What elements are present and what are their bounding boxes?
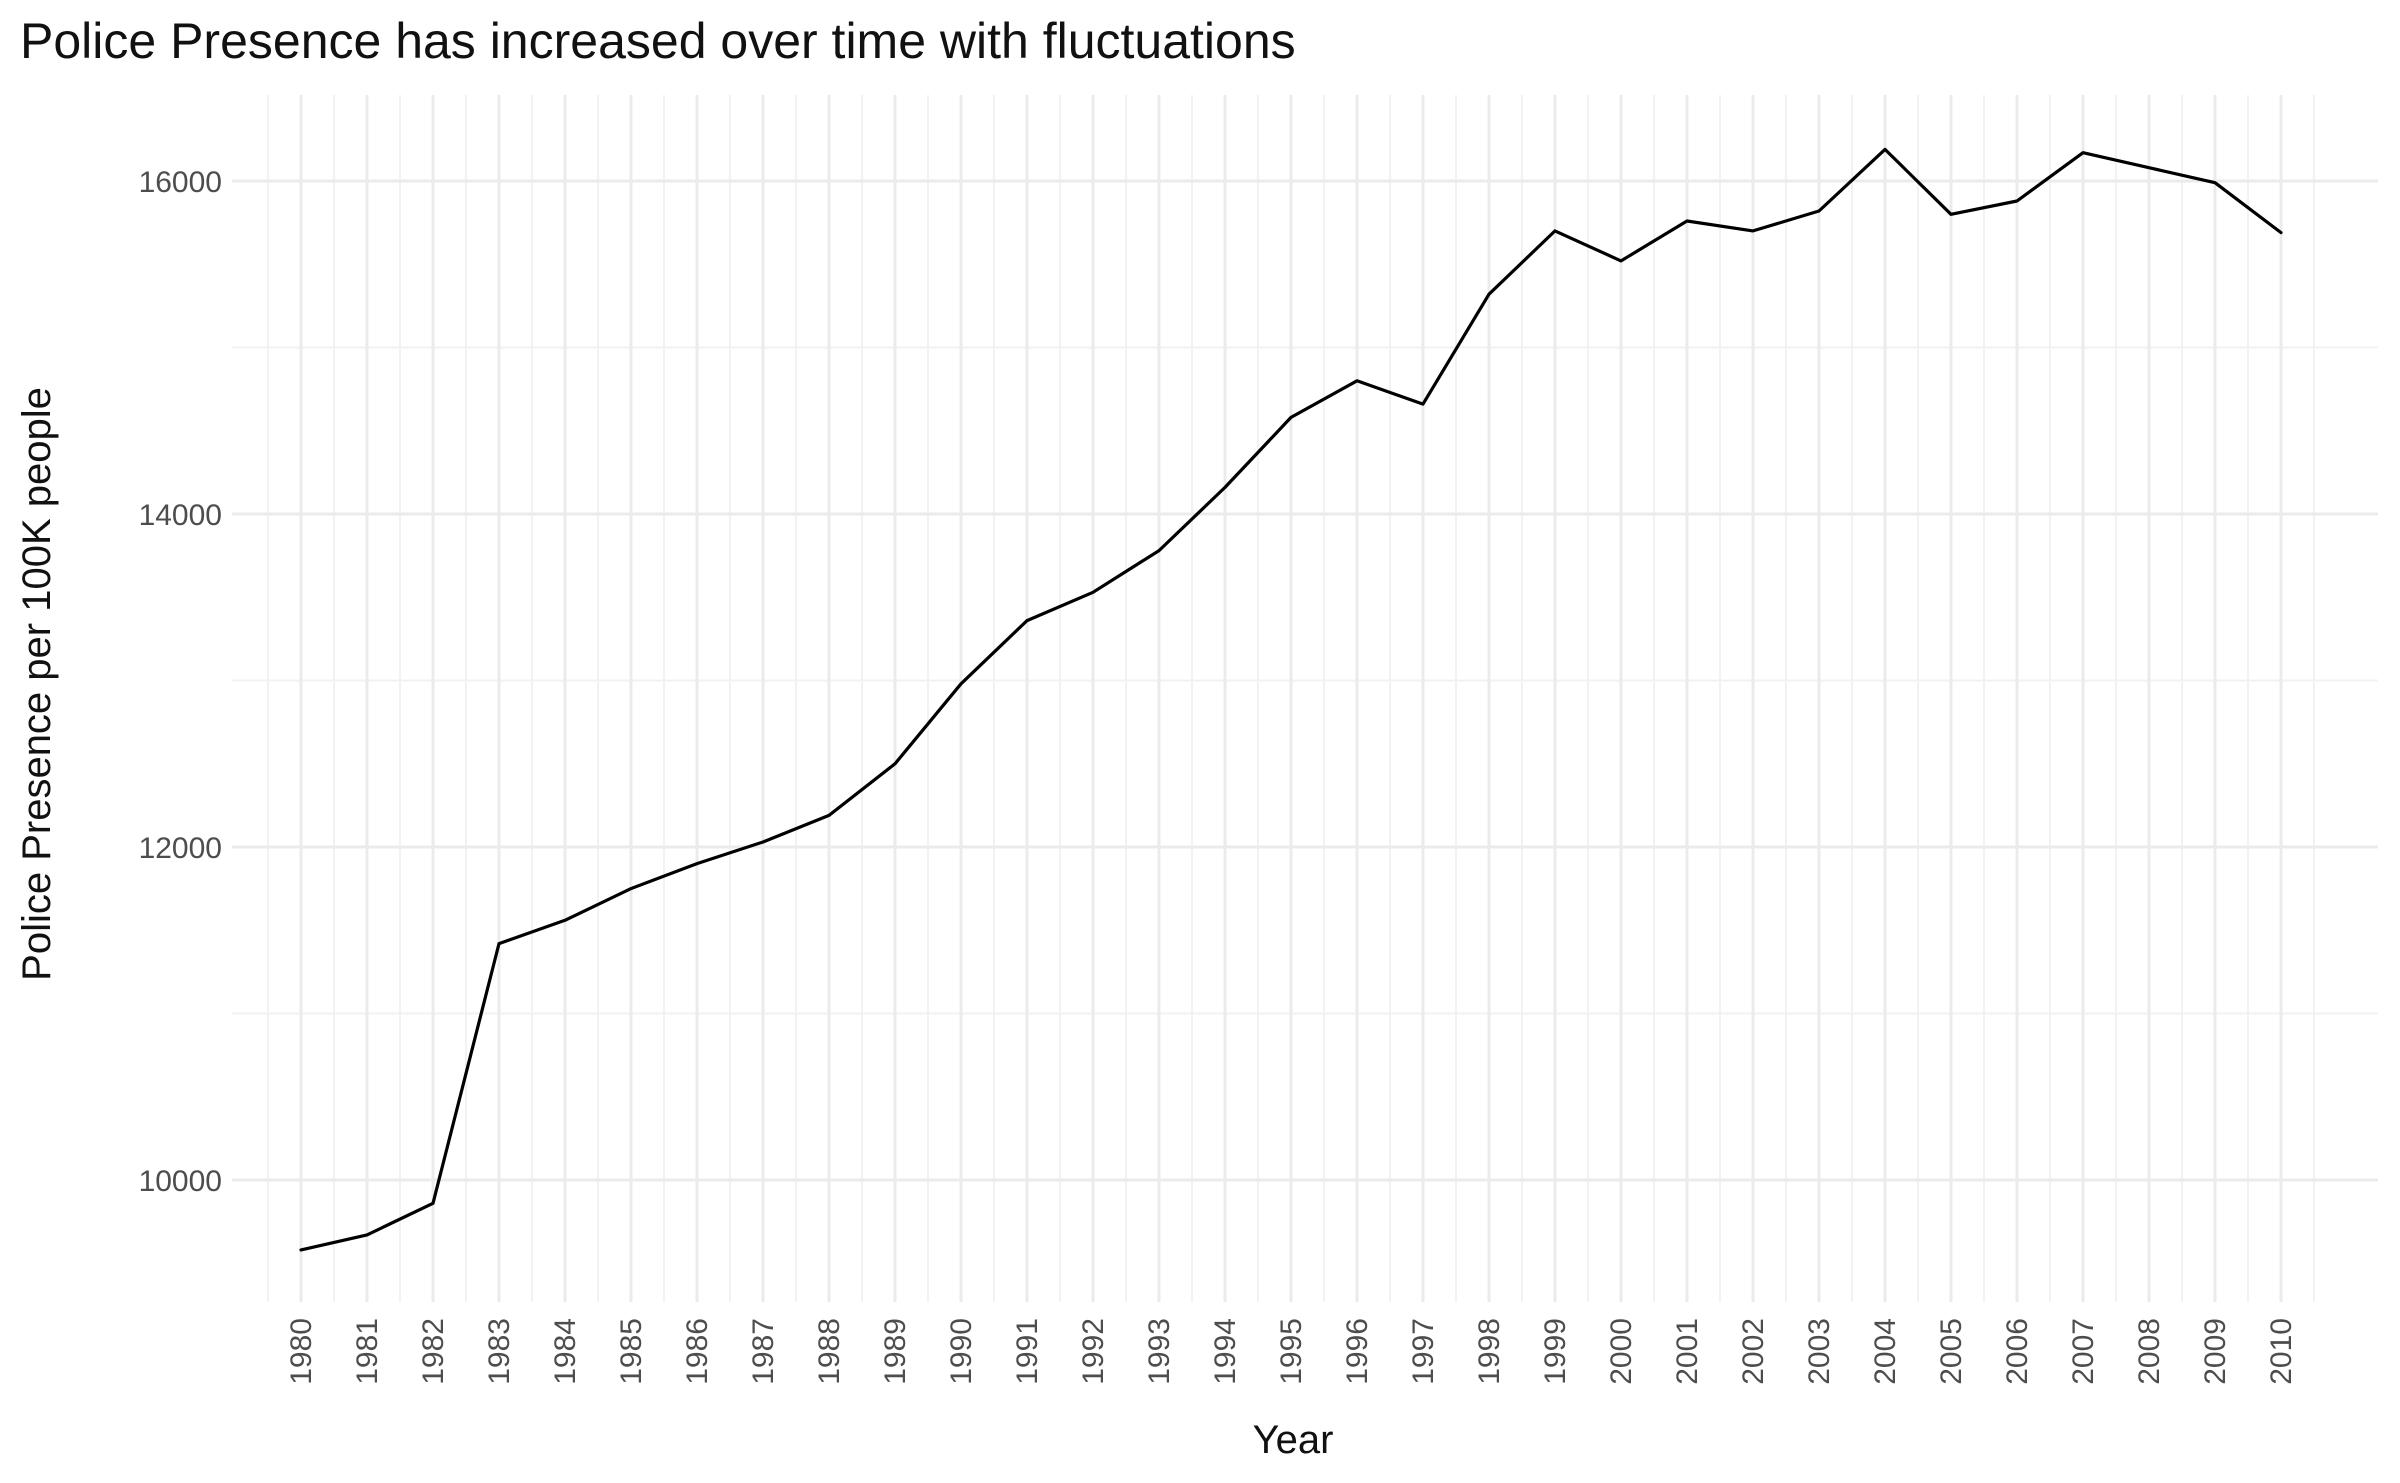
- major-gridlines: [232, 95, 2378, 1302]
- x-tick-label: 1992: [1077, 1318, 1110, 1385]
- x-tick-label: 2000: [1605, 1318, 1638, 1385]
- x-tick-label: 1982: [417, 1318, 450, 1385]
- x-tick-label: 1999: [1539, 1318, 1572, 1385]
- x-tick-label: 1988: [813, 1318, 846, 1385]
- minor-gridlines: [232, 95, 2378, 1302]
- x-tick-label: 2003: [1803, 1318, 1836, 1385]
- x-tick-label: 2001: [1671, 1318, 1704, 1385]
- x-tick-label: 1986: [681, 1318, 714, 1385]
- series-line: [299, 147, 2283, 1252]
- y-tick-labels: 10000 12000 14000 16000: [139, 166, 222, 1198]
- x-tick-labels: 1980 1981 1982 1983 1984 1985 1986 1987 1988 1989…: [285, 1318, 2298, 1385]
- x-tick-label: 1993: [1143, 1318, 1176, 1385]
- x-tick-label: 1983: [483, 1318, 516, 1385]
- x-tick-label: 2006: [2001, 1318, 2034, 1385]
- x-tick-label: 1981: [351, 1318, 384, 1385]
- x-tick-label: 1998: [1473, 1318, 1506, 1385]
- chart-title: Police Presence has increased over time …: [20, 13, 1296, 69]
- x-tick-label: 1994: [1209, 1318, 1242, 1385]
- y-tick-label: 14000: [139, 499, 222, 532]
- x-tick-label: 1995: [1275, 1318, 1308, 1385]
- y-tick-label: 10000: [139, 1165, 222, 1198]
- x-tick-label: 1996: [1341, 1318, 1374, 1385]
- y-axis-title: Police Presence per 100K people: [15, 387, 59, 981]
- x-tick-label: 2009: [2199, 1318, 2232, 1385]
- x-tick-label: 1991: [1011, 1318, 1044, 1385]
- x-tick-label: 2010: [2265, 1318, 2298, 1385]
- x-tick-label: 1985: [615, 1318, 648, 1385]
- x-tick-label: 1997: [1407, 1318, 1440, 1385]
- x-tick-label: 1990: [945, 1318, 978, 1385]
- x-tick-label: 1984: [549, 1318, 582, 1385]
- x-tick-label: 2007: [2067, 1318, 2100, 1385]
- x-axis-title: Year: [1253, 1418, 1334, 1462]
- series-layer: [299, 147, 2283, 1252]
- x-tick-label: 1987: [747, 1318, 780, 1385]
- y-tick-label: 16000: [139, 166, 222, 199]
- x-tick-label: 2008: [2133, 1318, 2166, 1385]
- x-tick-label: 2004: [1869, 1318, 1902, 1385]
- x-tick-label: 1980: [285, 1318, 318, 1385]
- x-tick-label: 2005: [1935, 1318, 1968, 1385]
- x-tick-label: 2002: [1737, 1318, 1770, 1385]
- x-tick-label: 1989: [879, 1318, 912, 1385]
- y-tick-label: 12000: [139, 832, 222, 865]
